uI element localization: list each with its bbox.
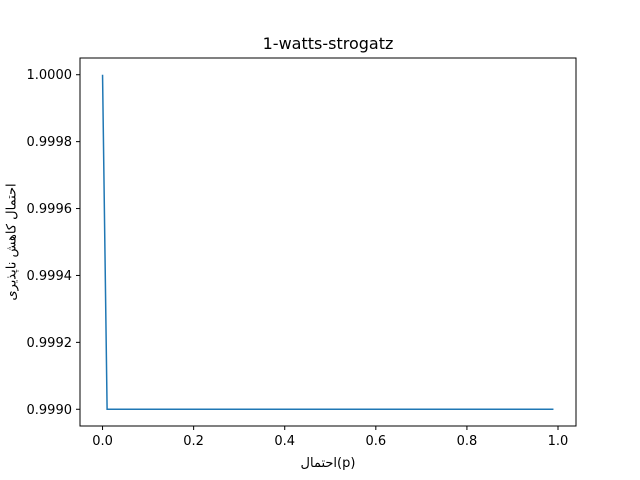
y-tick-label: 0.9996 (27, 202, 73, 217)
y-tick-label: 0.9990 (27, 403, 73, 418)
x-tick-label: 0.2 (183, 434, 204, 449)
plot-area: 0.0 0.2 0.4 0.6 0.8 1.0 0.99900.99920.99940.9… (27, 57, 577, 449)
x-tick-label: 0.6 (365, 434, 386, 449)
y-tick-label: 1.0000 (27, 68, 73, 83)
x-axis-title: احتمال(p) (301, 456, 356, 471)
x-tick-label: 0.4 (274, 434, 295, 449)
y-axis-ticks: 0.9990 0.9992 0.9994 0.9996 0.9998 1.0000 (27, 68, 80, 418)
x-tick-label: 1.0 (548, 434, 569, 449)
y-tick-label: 0.9998 (27, 135, 73, 150)
y-tick-label: 0.9994 (27, 269, 73, 284)
x-tick-label: 0.8 (457, 434, 478, 449)
series-line (101, 74, 554, 411)
x-axis-ticks: 0.0 0.2 0.4 0.6 0.8 1.0 (92, 426, 568, 449)
y-tick-label: 0.9992 (27, 336, 73, 351)
chart-title: 1-watts-strogatz (263, 34, 394, 53)
x-tick-label: 0.0 (92, 434, 113, 449)
plot-frame (79, 57, 577, 427)
y-axis-title: احتمال کاهش ناپذیری (5, 183, 20, 300)
